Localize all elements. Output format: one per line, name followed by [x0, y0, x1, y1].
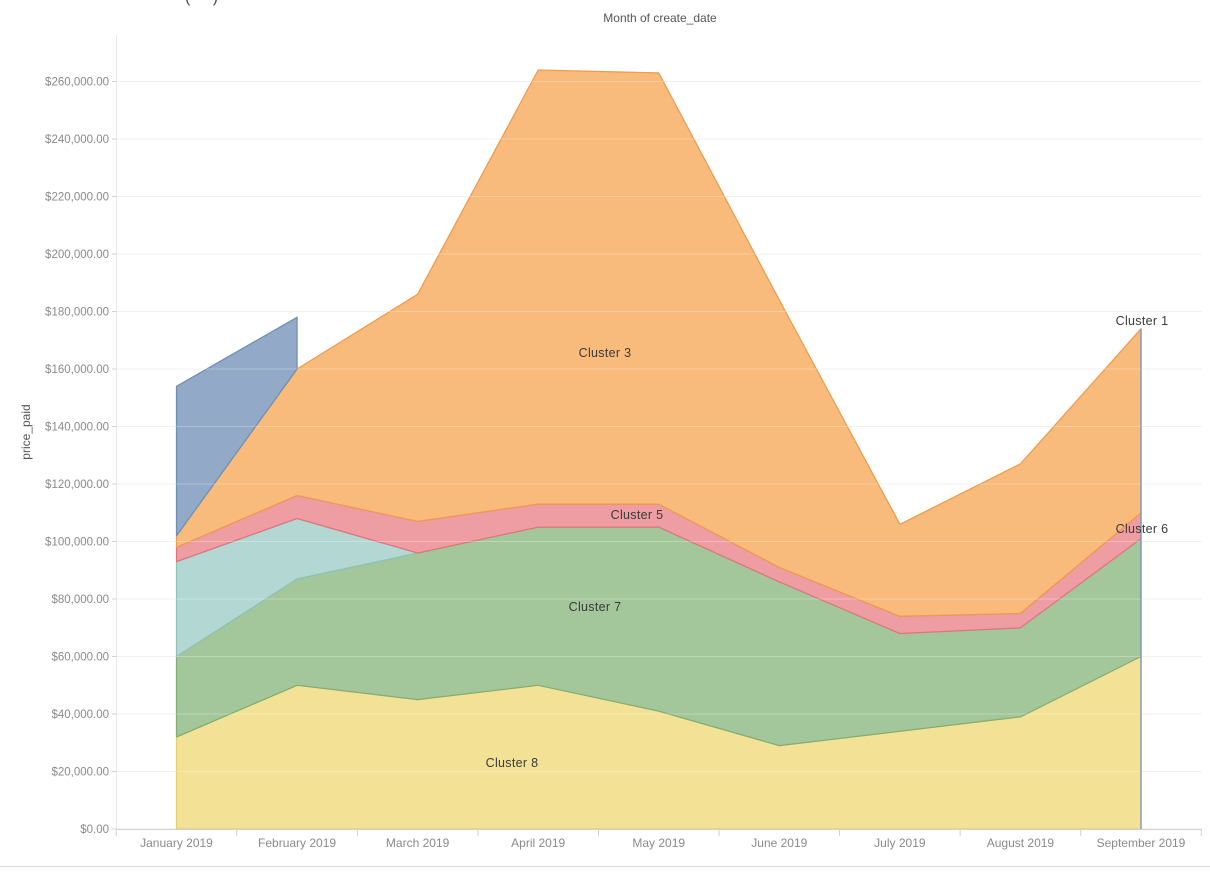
area-cluster-1[interactable]: [175, 316, 298, 537]
x-tick-label: July 2019: [874, 836, 926, 850]
cropped-header-strip: ( ): [0, 0, 1210, 10]
x-tick-label: March 2019: [386, 836, 450, 850]
area-label-cluster-8: Cluster 8: [486, 756, 539, 770]
chart-title: Month of create_date: [603, 11, 717, 25]
y-tick-label: $260,000.00: [45, 77, 109, 89]
y-tick-label: $80,000.00: [51, 594, 109, 606]
y-tick-label: $160,000.00: [45, 364, 109, 376]
x-tick-label: February 2019: [258, 836, 336, 850]
x-tick-label: September 2019: [1097, 836, 1186, 850]
y-tick-label: $200,000.00: [45, 249, 109, 261]
area-label-cluster-7: Cluster 7: [569, 600, 622, 614]
y-tick-label: $140,000.00: [45, 422, 109, 434]
y-tick-label: $220,000.00: [45, 192, 109, 204]
area-label-cluster-6: Cluster 6: [1116, 522, 1169, 536]
y-tick-label: $60,000.00: [51, 652, 109, 664]
y-tick-label: $0.00: [80, 824, 109, 836]
y-tick-label: $240,000.00: [45, 134, 109, 146]
x-tick-label: April 2019: [511, 836, 565, 850]
bottom-divider-line: [0, 866, 1210, 867]
y-tick-label: $40,000.00: [51, 709, 109, 721]
y-tick-label: $120,000.00: [45, 479, 109, 491]
area-label-cluster-1: Cluster 1: [1116, 314, 1169, 328]
x-tick-label: January 2019: [140, 836, 213, 850]
area-label-cluster-3: Cluster 3: [579, 346, 632, 360]
x-tick-label: August 2019: [987, 836, 1055, 850]
x-tick-label: May 2019: [632, 836, 685, 850]
cropped-filter-text: ( ): [185, 0, 227, 7]
y-tick-label: $100,000.00: [45, 537, 109, 549]
x-tick-label: June 2019: [751, 836, 807, 850]
y-tick-label: $20,000.00: [51, 767, 109, 779]
area-label-cluster-5: Cluster 5: [611, 508, 664, 522]
y-tick-label: $180,000.00: [45, 307, 109, 319]
